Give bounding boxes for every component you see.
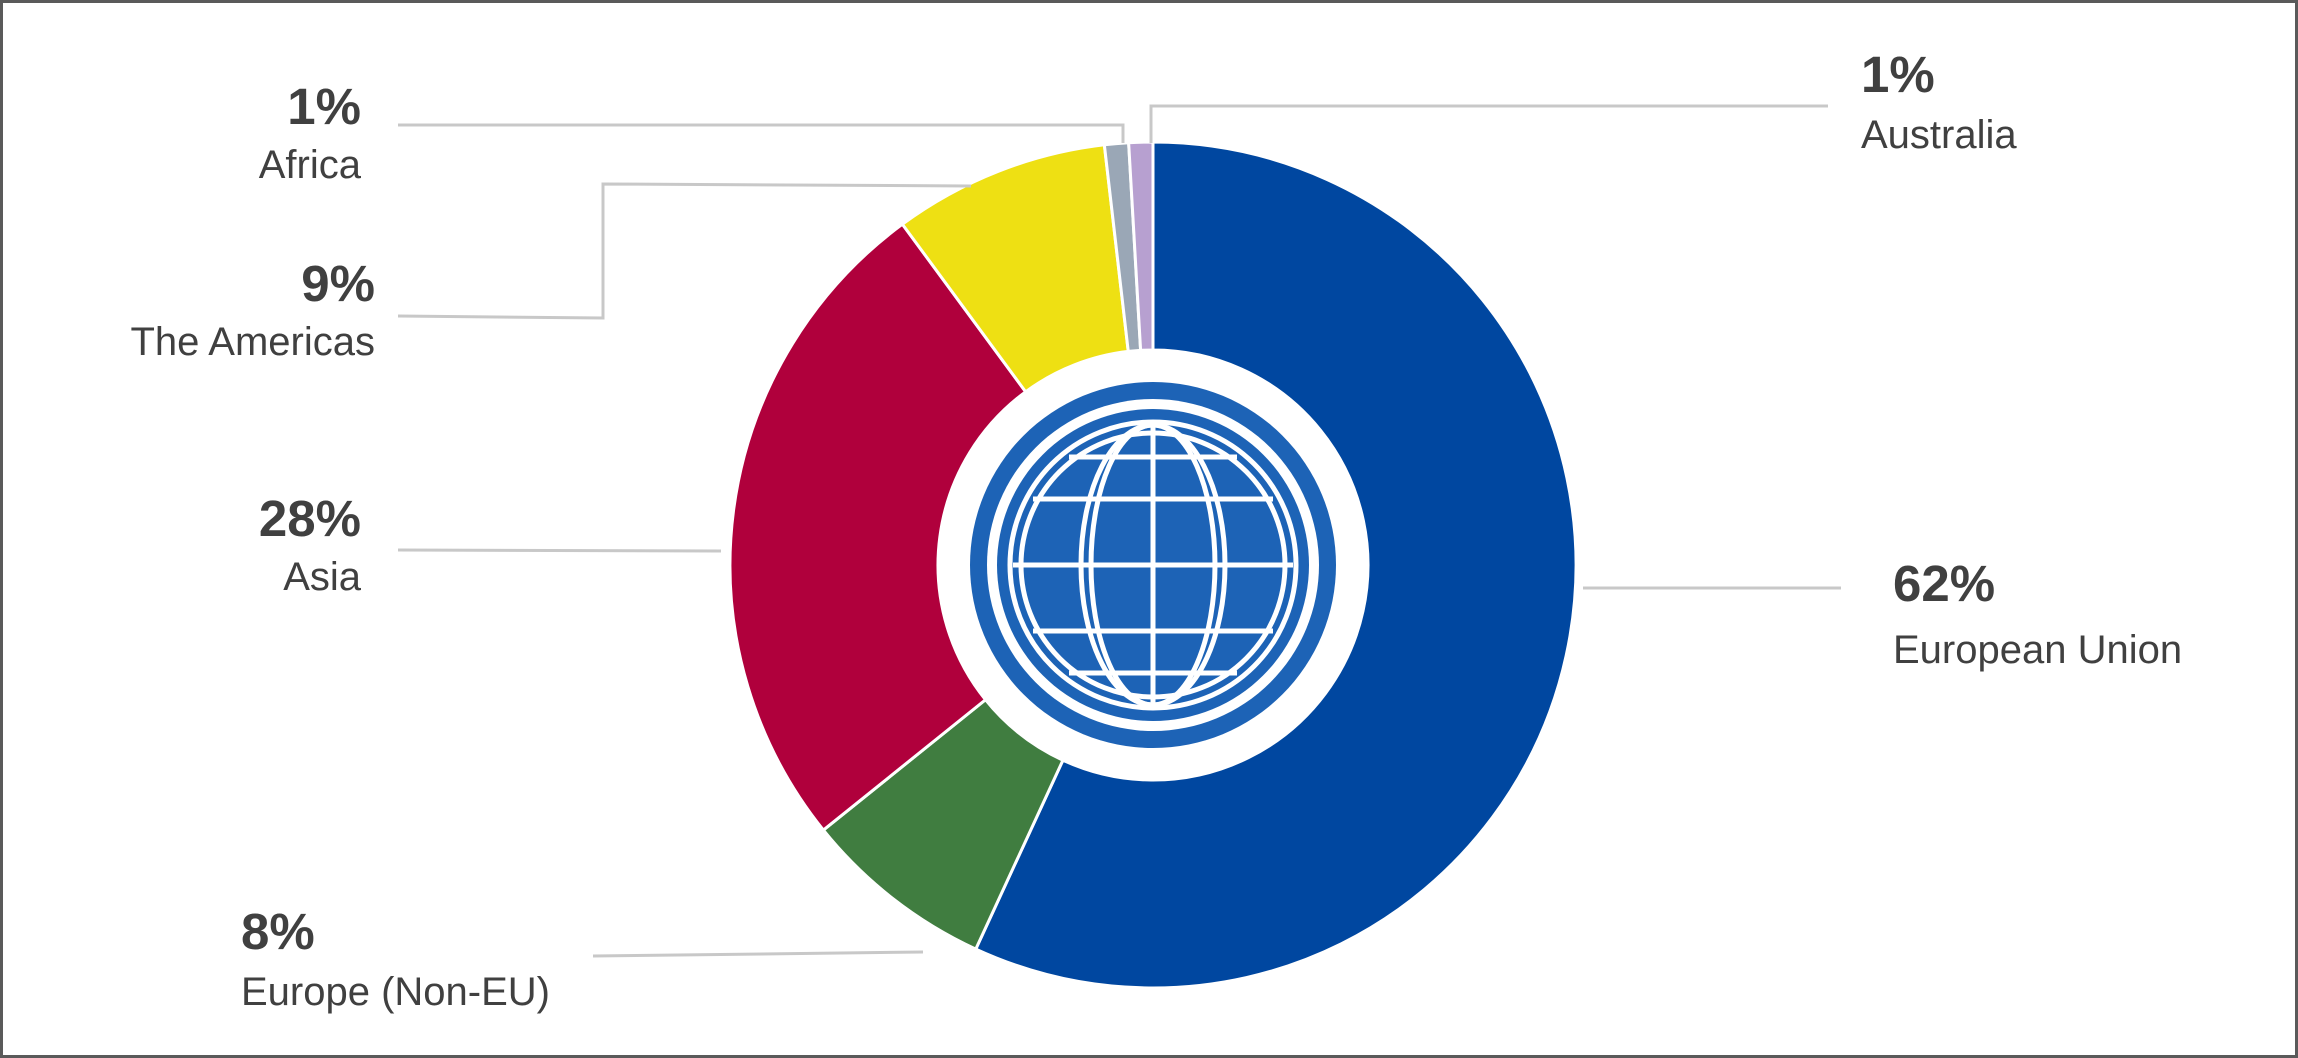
slice-category-label-australia: Australia: [1861, 113, 2017, 157]
slice-pct-label-europe-non-eu: 8%: [241, 903, 315, 960]
leader-line-australia: [1149, 104, 1828, 143]
slice-category-label-the-americas: The Americas: [130, 320, 375, 364]
leader-line-europe-non-eu: [592, 950, 924, 958]
leader-line-the-americas: [397, 182, 972, 320]
slice-category-label-europe-non-eu: Europe (Non-EU): [241, 970, 550, 1014]
donut-chart: 62% European Union 8% Europe (Non-EU) 28…: [130, 46, 2182, 1014]
slice-pct-label-africa: 1%: [287, 78, 361, 135]
slice-pct-label-australia: 1%: [1861, 46, 1935, 103]
slice-pct-label-the-americas: 9%: [301, 255, 375, 312]
slice-pct-label-asia: 28%: [259, 490, 361, 547]
leader-lines-group: [397, 104, 1841, 958]
slice-category-label-asia: Asia: [283, 555, 362, 599]
slice-category-label-european-union: European Union: [1893, 628, 2182, 672]
labels-group: 62% European Union 8% Europe (Non-EU) 28…: [130, 46, 2182, 1014]
slice-pct-label-european-union: 62%: [1893, 555, 1995, 612]
globe-icon: [1007, 419, 1299, 711]
leader-line-africa: [398, 123, 1125, 143]
slices-group: [728, 140, 1578, 990]
leader-line-asia: [397, 548, 722, 553]
slice-category-label-africa: Africa: [259, 143, 362, 187]
center-badge: [938, 350, 1368, 780]
